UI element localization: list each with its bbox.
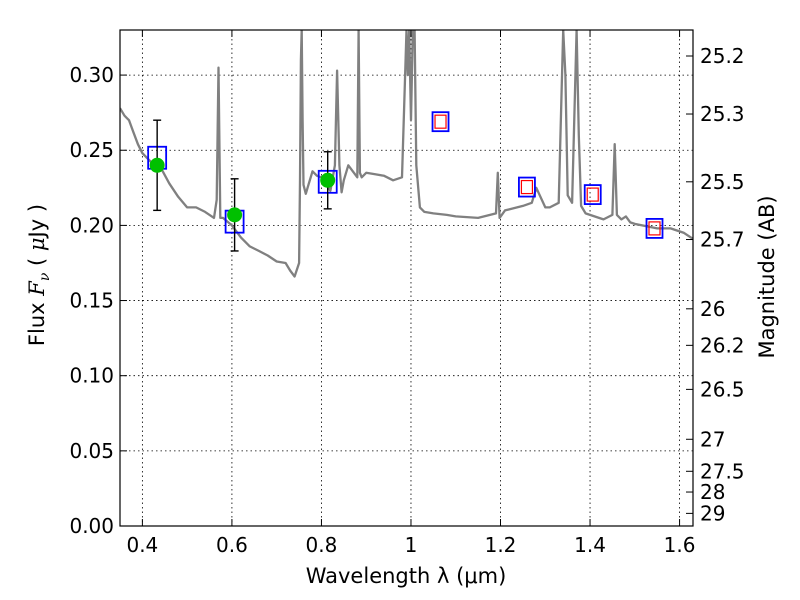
right-tick-label: 27.5	[700, 459, 745, 483]
model-spectrum-line	[120, 30, 693, 278]
model-flux-box	[645, 217, 664, 239]
right-tick-label: 25.3	[700, 102, 745, 126]
y-axis-label-mu: μ	[25, 237, 49, 251]
axis-ticks: 0.4 0.6 0.8 1 1.2 1.4 1.6 0.00 0.05 0.10 0.15 0.20 0…	[69, 30, 745, 557]
plot-frame	[119, 29, 694, 527]
predicted-flux-inner-box	[586, 187, 599, 202]
x-tick-label: 0.8	[306, 533, 338, 557]
grid-lines	[120, 30, 693, 527]
y-tick-label: 0.20	[69, 213, 114, 237]
x-tick-label: 1.4	[574, 533, 606, 557]
model-spectrum-layer	[120, 30, 693, 278]
y-axis-label-prefix: Flux	[25, 296, 49, 346]
y-tick-label: 0.00	[69, 514, 114, 538]
right-tick-label: 26	[700, 297, 725, 321]
plot-area	[120, 30, 693, 526]
y-axis-label-symbol: F	[25, 280, 49, 297]
right-tick-label: 26.2	[700, 333, 745, 357]
y-axis-label-subscript: ν	[37, 272, 53, 281]
right-tick-label: 29	[700, 501, 725, 525]
x-tick-label: 0.4	[126, 533, 158, 557]
observed-flux-point	[320, 172, 336, 188]
model-flux-box	[431, 111, 450, 133]
model-flux-box	[518, 176, 536, 198]
predicted-flux-inner-box	[434, 114, 447, 129]
x-axis-label: Wavelength λ (μm)	[306, 564, 507, 588]
y-tick-label: 0.15	[69, 289, 114, 313]
right-tick-label: 26.5	[700, 377, 745, 401]
right-tick-label: 25.2	[700, 44, 745, 68]
y-tick-label: 0.10	[69, 364, 114, 388]
x-tick-label: 1.2	[485, 533, 517, 557]
x-tick-label: 0.6	[216, 533, 248, 557]
model-flux-box	[583, 184, 602, 205]
y-axis-label-units: (	[25, 251, 49, 273]
x-tick-label: 1	[405, 533, 418, 557]
x-tick-label: 1.6	[664, 533, 696, 557]
right-tick-label: 25.5	[700, 170, 745, 194]
predicted-flux-inner-box	[520, 179, 534, 195]
photometry-layer	[147, 111, 664, 252]
right-tick-label: 27	[700, 427, 725, 451]
y-tick-label: 0.30	[69, 63, 114, 87]
observed-flux-point	[149, 157, 165, 173]
y-axis-label-jy: Jy )	[25, 204, 49, 240]
right-axis-label: Magnitude (AB)	[755, 195, 779, 358]
predicted-flux-inner-box	[648, 221, 661, 236]
right-tick-label: 25.7	[700, 228, 745, 252]
observed-flux-point	[227, 207, 243, 223]
y-axis-label: Flux Fν ( μJy )	[25, 204, 53, 346]
right-tick-label: 28	[700, 480, 725, 504]
y-tick-label: 0.25	[69, 138, 114, 162]
y-tick-label: 0.05	[69, 439, 114, 463]
